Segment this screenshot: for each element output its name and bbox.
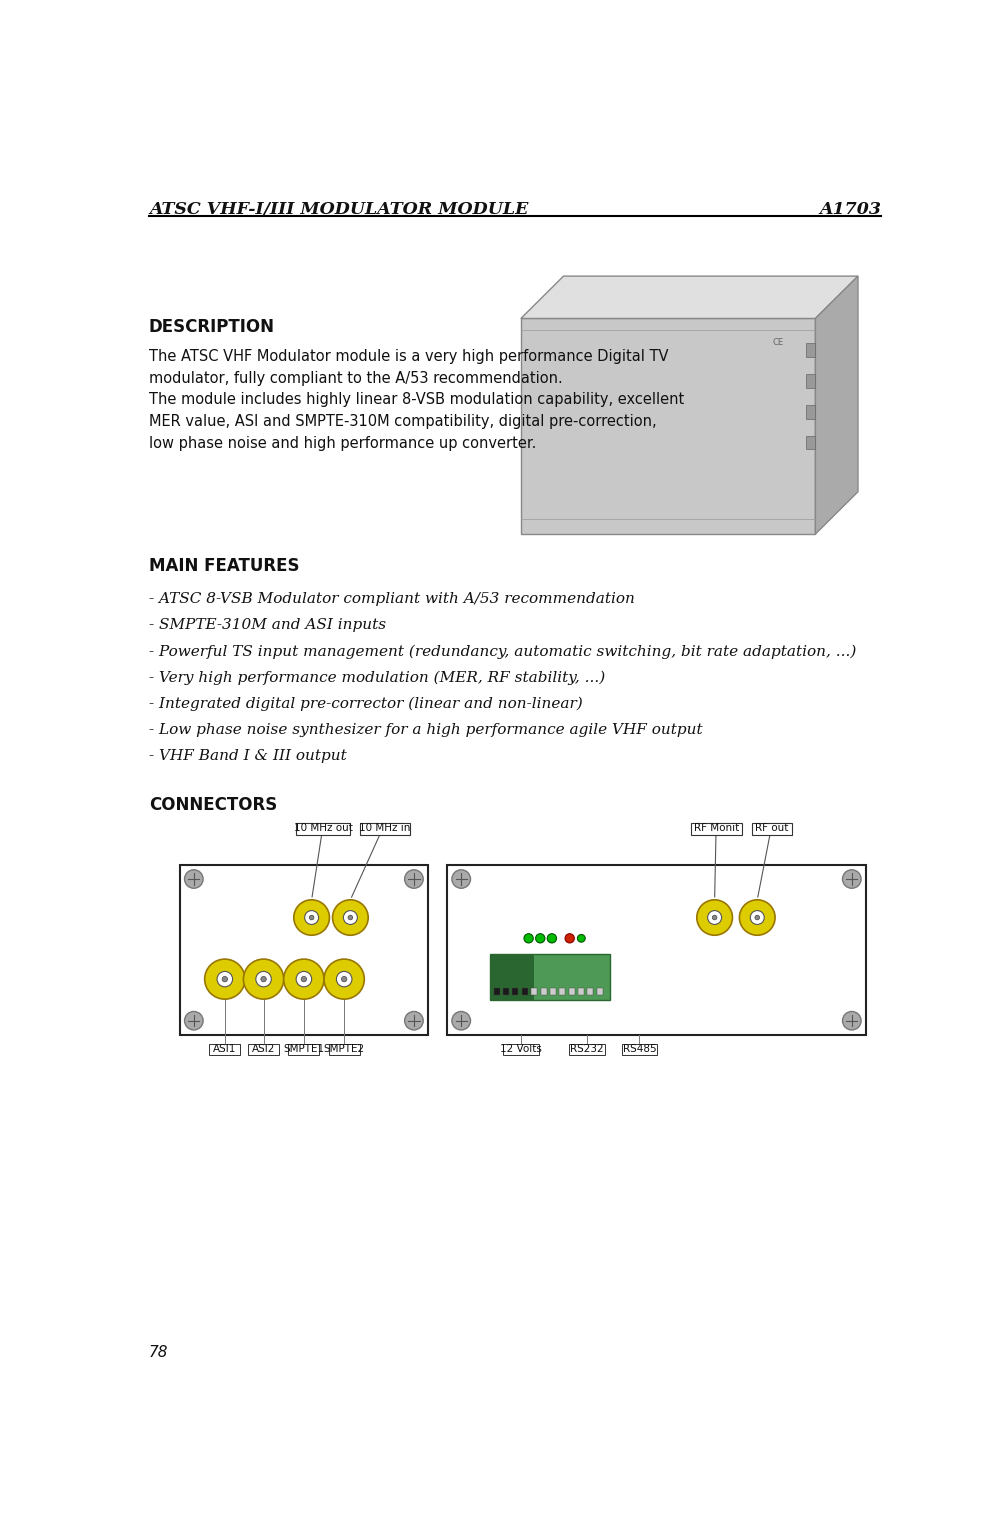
Circle shape [305,911,319,925]
Text: - Integrated digital pre-corrector (linear and non-linear): - Integrated digital pre-corrector (line… [149,697,583,710]
Bar [691,822,742,834]
Circle shape [243,958,283,1000]
Text: 10 MHz out: 10 MHz out [293,822,353,833]
Text: - Very high performance modulation (MER, RF stability, ...): - Very high performance modulation (MER,… [149,671,605,684]
Circle shape [293,900,330,935]
Bar [578,987,584,995]
Circle shape [548,934,557,943]
Text: DESCRIPTION: DESCRIPTION [149,318,275,337]
Text: 10 MHz in: 10 MHz in [359,822,410,833]
Circle shape [452,1012,470,1030]
Text: 78: 78 [149,1344,169,1360]
Bar [521,318,815,534]
Circle shape [344,911,358,925]
Circle shape [342,977,347,981]
Circle shape [740,900,775,935]
Text: SMPTE2: SMPTE2 [324,1044,365,1053]
Bar [180,865,428,1035]
Text: A1703: A1703 [819,201,881,217]
Polygon shape [521,276,858,318]
Bar [560,987,565,995]
Circle shape [296,972,312,987]
Circle shape [842,870,861,888]
Text: RS485: RS485 [623,1044,656,1053]
Circle shape [565,934,574,943]
Text: - ATSC 8-VSB Modulator compliant with A/53 recommendation: - ATSC 8-VSB Modulator compliant with A/… [149,592,635,606]
Text: SMPTE1: SMPTE1 [283,1044,325,1053]
Bar [550,987,556,995]
Bar [541,987,547,995]
Circle shape [337,972,352,987]
Circle shape [217,972,232,987]
Circle shape [578,934,585,942]
Circle shape [324,958,365,1000]
Text: - Powerful TS input management (redundancy, automatic switching, bit rate adapta: - Powerful TS input management (redundan… [149,645,856,658]
Circle shape [713,916,717,920]
Bar [569,1044,605,1055]
Text: CE: CE [773,338,784,348]
Circle shape [405,1012,423,1030]
Circle shape [348,916,353,920]
Bar [622,1044,657,1055]
Circle shape [696,900,733,935]
Text: RF Monit: RF Monit [693,822,739,833]
Bar [288,1044,320,1055]
Circle shape [524,934,534,943]
Circle shape [452,870,470,888]
Bar [513,987,519,995]
Bar [447,865,865,1035]
Circle shape [205,958,245,1000]
Text: ATSC VHF-I/III MODULATOR MODULE: ATSC VHF-I/III MODULATOR MODULE [149,201,529,217]
Text: The ATSC VHF Modulator module is a very high performance Digital TV
modulator, f: The ATSC VHF Modulator module is a very … [149,349,684,450]
Bar [597,987,603,995]
Bar [806,404,815,418]
Text: ASI1: ASI1 [213,1044,236,1053]
Circle shape [283,958,324,1000]
Bar [209,1044,240,1055]
Circle shape [708,911,722,925]
Circle shape [256,972,271,987]
Text: ASI2: ASI2 [252,1044,275,1053]
Bar [489,954,534,1000]
Text: RS232: RS232 [570,1044,604,1053]
Bar [360,822,410,834]
Bar [489,954,610,1000]
Circle shape [302,977,307,981]
Text: RF out: RF out [756,822,789,833]
Circle shape [222,977,227,981]
Text: CONNECTORS: CONNECTORS [149,796,277,814]
Bar [248,1044,279,1055]
Bar [587,987,593,995]
Polygon shape [815,276,858,534]
Circle shape [755,916,760,920]
Circle shape [842,1012,861,1030]
Text: 12 Volts: 12 Volts [499,1044,542,1053]
Circle shape [261,977,266,981]
Bar [806,343,815,357]
Bar [296,822,351,834]
Circle shape [751,911,764,925]
Text: - SMPTE-310M and ASI inputs: - SMPTE-310M and ASI inputs [149,619,386,632]
Circle shape [185,870,203,888]
Text: MAIN FEATURES: MAIN FEATURES [149,557,299,576]
Circle shape [405,870,423,888]
Bar [806,435,815,450]
Bar [504,1044,539,1055]
Circle shape [536,934,545,943]
Bar [522,987,528,995]
Bar [569,987,575,995]
Bar [504,987,510,995]
Circle shape [185,1012,203,1030]
Bar [752,822,792,834]
Text: - Low phase noise synthesizer for a high performance agile VHF output: - Low phase noise synthesizer for a high… [149,723,702,736]
Bar [493,987,499,995]
Text: - VHF Band I & III output: - VHF Band I & III output [149,749,347,762]
Bar [329,1044,360,1055]
Bar [806,374,815,387]
Circle shape [310,916,314,920]
Bar [532,987,537,995]
Circle shape [333,900,368,935]
